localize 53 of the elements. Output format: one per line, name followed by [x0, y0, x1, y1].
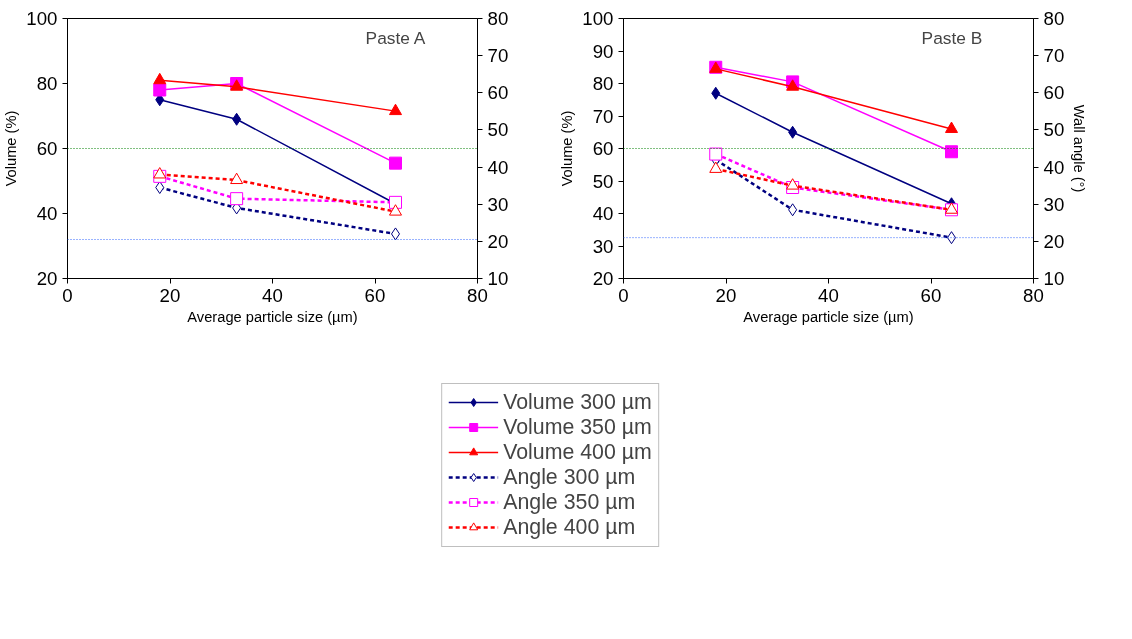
y2-tick-label: 80 — [487, 8, 509, 29]
x-axis-title: Average particle size (µm) — [187, 308, 358, 325]
x-tick-label: 20 — [159, 284, 181, 306]
y-tick-label: 20 — [36, 268, 58, 289]
y2-tick-label: 70 — [487, 45, 509, 67]
x-tick-label: 60 — [920, 284, 942, 306]
y2-tick-label: 10 — [1043, 268, 1065, 289]
y2-tick-label: 20 — [487, 230, 509, 252]
legend-label: Volume 300 µm — [503, 389, 652, 415]
text: Paste A — [365, 28, 426, 49]
y-axis-title: Volume (%) — [3, 110, 20, 187]
y2-tick-label: 20 — [1043, 230, 1065, 252]
y-tick-label: 60 — [592, 138, 614, 159]
y2-tick-label: 60 — [1043, 82, 1065, 104]
y-axis-title: Volume (%) — [559, 110, 576, 187]
x-tick-label: 60 — [364, 284, 386, 306]
text: Paste B — [921, 28, 983, 49]
y2-tick-label: 10 — [487, 268, 509, 289]
y-tick-label: 40 — [592, 203, 614, 224]
legend-label: Volume 400 µm — [503, 439, 652, 465]
legend-label: Volume 350 µm — [503, 414, 652, 440]
x-tick-label: 80 — [1023, 284, 1044, 306]
x-tick-label: 80 — [467, 284, 488, 306]
x-tick-label: 20 — [715, 284, 737, 306]
y2-tick-label: 70 — [1043, 45, 1065, 67]
y2-tick-label: 40 — [1043, 156, 1065, 178]
y-tick-label: 100 — [582, 8, 614, 29]
legend-label: Angle 350 µm — [503, 489, 636, 515]
x-tick-label: 0 — [62, 284, 73, 306]
x-axis-title: Average particle size (µm) — [743, 308, 914, 325]
x-tick-label: 0 — [618, 284, 629, 306]
y2-tick-label: 30 — [1043, 193, 1065, 215]
x-tick-label: 40 — [818, 284, 839, 306]
legend-label: Angle 400 µm — [503, 514, 636, 540]
y-tick-label: 70 — [592, 105, 614, 127]
y2-tick-label: 30 — [487, 193, 509, 215]
y2-tick-label: 80 — [1043, 8, 1065, 29]
y2-tick-label: 50 — [487, 119, 509, 141]
y2-axis-title: Wall angle (°) — [1071, 104, 1088, 193]
y-tick-label: 40 — [36, 203, 58, 224]
legend-label: Angle 300 µm — [503, 464, 636, 490]
y-tick-label: 30 — [592, 235, 614, 257]
x-tick-label: 40 — [262, 284, 283, 306]
y-tick-label: 100 — [26, 8, 58, 29]
y2-tick-label: 40 — [487, 156, 509, 178]
y-tick-label: 20 — [592, 268, 614, 289]
y-tick-label: 50 — [592, 170, 614, 192]
y2-tick-label: 50 — [1043, 119, 1065, 141]
y-tick-label: 90 — [592, 40, 614, 62]
y-tick-label: 80 — [592, 73, 614, 94]
y-tick-label: 80 — [36, 73, 58, 94]
y-tick-label: 60 — [36, 138, 58, 159]
y2-tick-label: 60 — [487, 82, 509, 104]
